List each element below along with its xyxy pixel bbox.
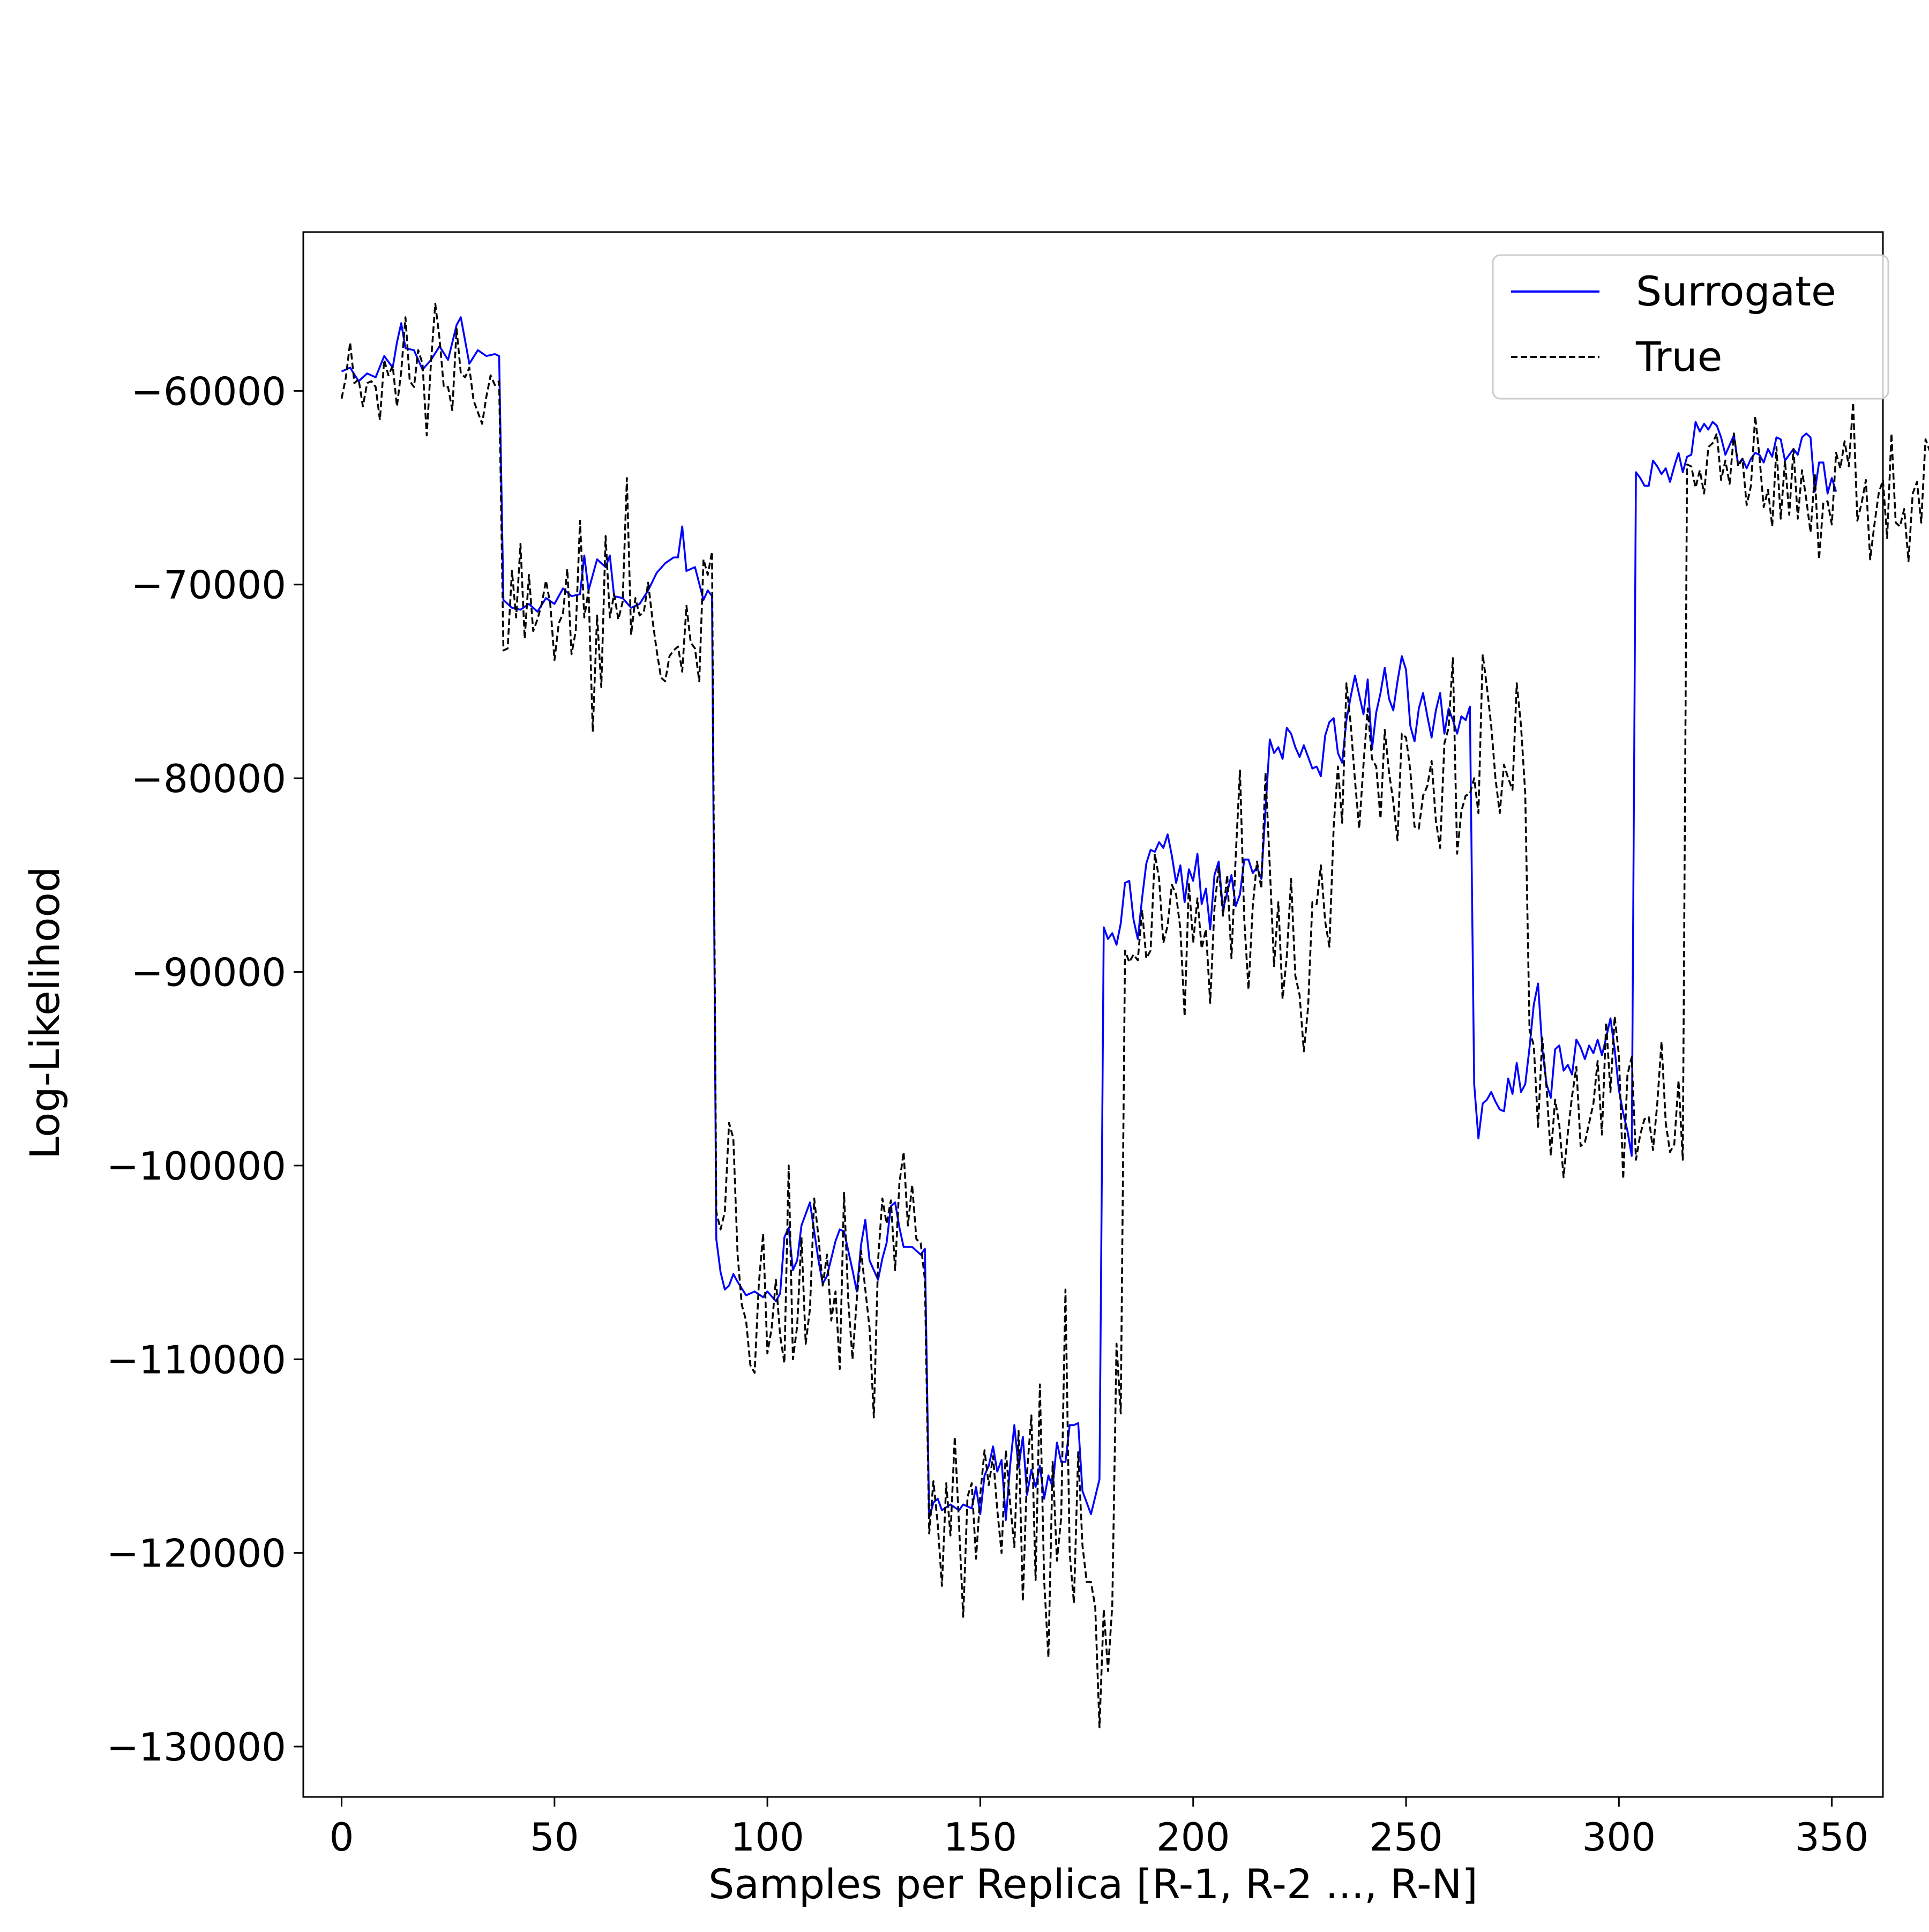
legend: Surrogate True: [1493, 255, 1888, 399]
y-tick-label: −130000: [107, 1725, 286, 1770]
y-tick-label: −110000: [107, 1337, 286, 1382]
x-tick-label: 100: [730, 1815, 804, 1860]
x-tick-label: 250: [1369, 1815, 1442, 1860]
y-tick-label: −80000: [131, 756, 286, 801]
y-tick-label: −90000: [131, 950, 286, 995]
y-tick-label: −120000: [107, 1531, 286, 1576]
x-tick-label: 0: [330, 1815, 354, 1860]
y-tick-label: −70000: [131, 563, 286, 608]
legend-true-label: True: [1635, 333, 1722, 381]
x-tick-label: 50: [530, 1815, 579, 1860]
legend-surrogate-label: Surrogate: [1636, 267, 1836, 315]
x-tick-label: 350: [1795, 1815, 1868, 1860]
x-axis-label: Samples per Replica [R-1, R-2 ..., R-N]: [708, 1860, 1478, 1908]
x-tick-label: 150: [944, 1815, 1017, 1860]
x-tick-label: 300: [1582, 1815, 1656, 1860]
y-tick-label: −60000: [131, 369, 286, 414]
y-tick-label: −100000: [107, 1144, 286, 1189]
y-axis-label: Log-Likelihood: [21, 867, 69, 1159]
x-tick-label: 200: [1156, 1815, 1230, 1860]
